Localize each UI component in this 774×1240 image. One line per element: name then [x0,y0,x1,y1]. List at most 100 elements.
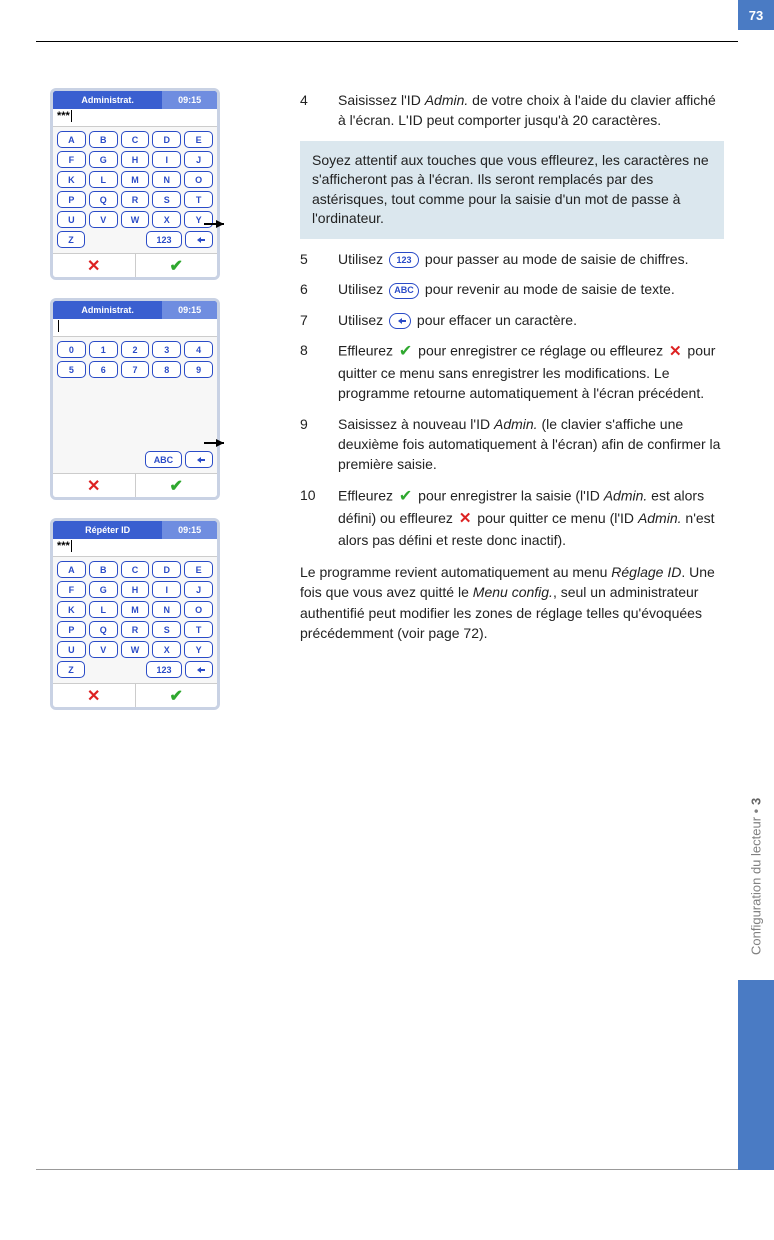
text-caret [71,540,72,552]
key-Z[interactable]: Z [57,231,85,248]
text-content: 4 Saisissez l'ID Admin. de votre choix à… [300,90,724,643]
key-G[interactable]: G [89,581,118,598]
key-T[interactable]: T [184,191,213,208]
step-text: Utilisez ABC pour revenir au mode de sai… [338,279,724,299]
key-W[interactable]: W [121,641,150,658]
key-R[interactable]: R [121,621,150,638]
key-C[interactable]: C [121,561,150,578]
key-1[interactable]: 1 [89,341,118,358]
key-D[interactable]: D [152,131,181,148]
key-Y[interactable]: Y [184,641,213,658]
text-caret [71,110,72,122]
key-empty [86,451,112,468]
key-U[interactable]: U [57,641,86,658]
device-input-field[interactable] [53,319,217,337]
key-C[interactable]: C [121,131,150,148]
key-A[interactable]: A [57,131,86,148]
text-caret [58,320,59,332]
step-text: Saisissez l'ID Admin. de votre choix à l… [338,90,724,131]
confirm-button[interactable]: ✔ [135,684,218,707]
key-V[interactable]: V [89,641,118,658]
cancel-button[interactable]: ✕ [53,474,135,497]
key-M[interactable]: M [121,601,150,618]
cancel-button[interactable]: ✕ [53,254,135,277]
key-S[interactable]: S [152,191,181,208]
key-X[interactable]: X [152,211,181,228]
key-backspace[interactable] [185,451,213,468]
key-mode-123[interactable]: 123 [146,661,182,678]
key-G[interactable]: G [89,151,118,168]
key-8[interactable]: 8 [152,361,181,378]
device-time: 09:15 [162,91,217,109]
key-Q[interactable]: Q [89,621,118,638]
confirm-button[interactable]: ✔ [135,474,218,497]
key-Y[interactable]: Y [184,211,213,228]
cancel-button[interactable]: ✕ [53,684,135,707]
key-N[interactable]: N [152,601,181,618]
key-0[interactable]: 0 [57,341,86,358]
step-text: Effleurez ✔ pour enregistrer la saisie (… [338,485,724,551]
note-box: Soyez attentif aux touches que vous effl… [300,141,724,239]
key-mode-123[interactable]: 123 [146,231,182,248]
key-E[interactable]: E [184,561,213,578]
key-7[interactable]: 7 [121,361,150,378]
key-P[interactable]: P [57,621,86,638]
key-I[interactable]: I [152,581,181,598]
top-rule [36,41,738,42]
key-M[interactable]: M [121,171,150,188]
device-title: Administrat. [53,301,162,319]
key-K[interactable]: K [57,171,86,188]
step-6: 6 Utilisez ABC pour revenir au mode de s… [300,279,724,299]
key-P[interactable]: P [57,191,86,208]
key-O[interactable]: O [184,601,213,618]
confirm-button[interactable]: ✔ [135,254,218,277]
key-J[interactable]: J [184,581,213,598]
device-input-field[interactable]: *** [53,539,217,557]
key-V[interactable]: V [89,211,118,228]
key-W[interactable]: W [121,211,150,228]
key-X[interactable]: X [152,641,181,658]
key-2[interactable]: 2 [121,341,150,358]
device-footer: ✕ ✔ [53,253,217,277]
key-empty [88,231,114,248]
key-J[interactable]: J [184,151,213,168]
step-4: 4 Saisissez l'ID Admin. de votre choix à… [300,90,724,131]
key-R[interactable]: R [121,191,150,208]
cross-icon: ✕ [87,256,100,276]
key-9[interactable]: 9 [184,361,213,378]
key-D[interactable]: D [152,561,181,578]
key-O[interactable]: O [184,171,213,188]
key-Z[interactable]: Z [57,661,85,678]
device-header: Administrat. 09:15 [53,301,217,319]
key-4[interactable]: 4 [184,341,213,358]
key-L[interactable]: L [89,601,118,618]
key-H[interactable]: H [121,581,150,598]
key-T[interactable]: T [184,621,213,638]
key-F[interactable]: F [57,151,86,168]
key-N[interactable]: N [152,171,181,188]
key-A[interactable]: A [57,561,86,578]
key-B[interactable]: B [89,561,118,578]
pill-abc-icon: ABC [389,283,419,299]
key-S[interactable]: S [152,621,181,638]
check-icon: ✔ [170,476,183,496]
step-7: 7 Utilisez pour effacer un caractère. [300,310,724,330]
key-5[interactable]: 5 [57,361,86,378]
key-H[interactable]: H [121,151,150,168]
key-backspace[interactable] [185,661,213,678]
key-mode-abc[interactable]: ABC [145,451,181,468]
device-input-field[interactable]: *** [53,109,217,127]
key-B[interactable]: B [89,131,118,148]
device-header: Administrat. 09:15 [53,91,217,109]
key-I[interactable]: I [152,151,181,168]
key-K[interactable]: K [57,601,86,618]
key-6[interactable]: 6 [89,361,118,378]
key-Q[interactable]: Q [89,191,118,208]
key-F[interactable]: F [57,581,86,598]
key-U[interactable]: U [57,211,86,228]
key-E[interactable]: E [184,131,213,148]
key-3[interactable]: 3 [152,341,181,358]
check-icon: ✔ [170,256,183,276]
key-backspace[interactable] [185,231,213,248]
key-L[interactable]: L [89,171,118,188]
